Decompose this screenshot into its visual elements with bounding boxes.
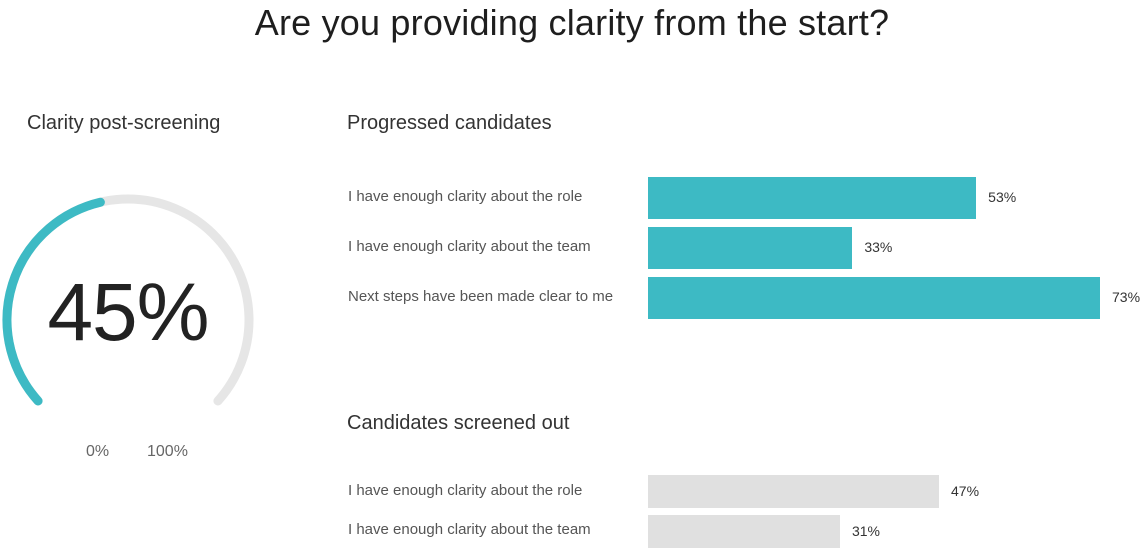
bar-value-label: 31% — [851, 522, 880, 539]
bar-value-label: 47% — [951, 482, 980, 499]
gauge-max-label: 100% — [147, 443, 188, 460]
bar — [648, 515, 840, 548]
progressed-section-title: Progressed candidates — [347, 112, 552, 134]
bar-label: I have enough clarity about the team — [348, 521, 591, 538]
bar-value-label: 73% — [1112, 289, 1141, 305]
bar-value-label: 53% — [988, 189, 1017, 205]
clarity-gauge — [2, 194, 254, 406]
gauge-value: 45% — [47, 267, 209, 358]
bar-value-label: 33% — [864, 239, 893, 255]
bar-label: I have enough clarity about the team — [348, 238, 591, 255]
gauge-title: Clarity post-screening — [27, 112, 221, 134]
bar — [648, 475, 939, 508]
bar — [648, 277, 1100, 319]
gauge-fill — [2, 197, 105, 406]
bar-label: I have enough clarity about the role — [348, 482, 583, 499]
bar — [648, 177, 977, 219]
gauge-min-label: 0% — [86, 443, 110, 460]
page-title: Are you providing clarity from the start… — [254, 2, 890, 43]
bar-label: Next steps have been made clear to me — [348, 288, 614, 305]
bar — [648, 227, 853, 269]
bar-label: I have enough clarity about the role — [348, 188, 583, 205]
screened-out-section-title: Candidates screened out — [347, 412, 570, 434]
